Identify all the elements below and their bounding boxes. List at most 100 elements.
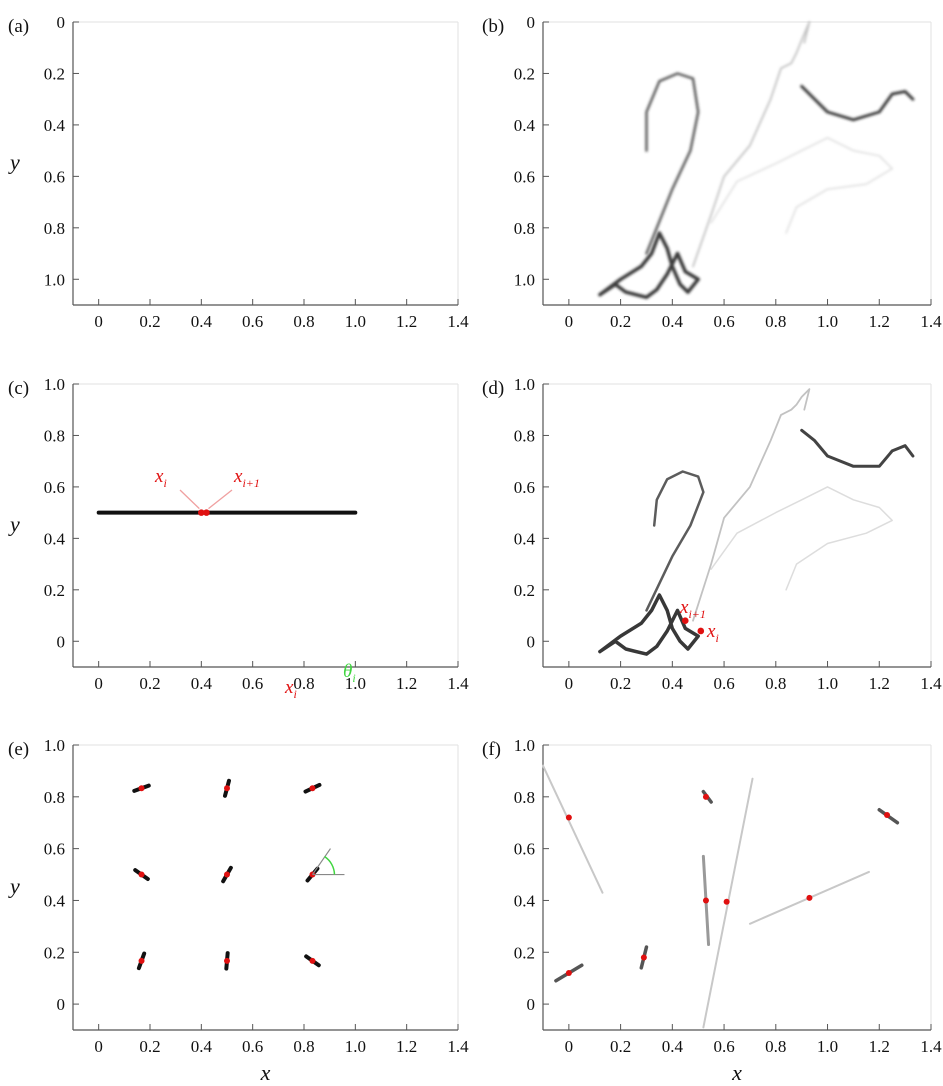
y-tick-label: 1.0 xyxy=(514,736,535,755)
y-tick-label: 0.4 xyxy=(44,529,66,548)
marker-point-1 xyxy=(681,617,689,624)
center-point-2 xyxy=(224,785,230,792)
x-tick-label: 0.4 xyxy=(191,1037,213,1056)
x-tick-label: 1.0 xyxy=(345,312,366,331)
x-tick-label: 0.8 xyxy=(293,312,314,331)
y-tick-label: 1.0 xyxy=(44,736,65,755)
x-tick-label: 1.2 xyxy=(396,674,417,693)
center-point-8 xyxy=(224,957,230,964)
series-line-1 xyxy=(598,593,700,656)
y-tick-label: 0 xyxy=(527,995,536,1014)
annotation-xi: xi xyxy=(284,677,297,701)
x-tick-label: 0.8 xyxy=(765,674,786,693)
panel-label: (e) xyxy=(8,739,29,760)
x-tick-label: 0.8 xyxy=(293,674,314,693)
y-axis-label: y xyxy=(8,150,20,175)
leader-line xyxy=(179,489,200,510)
series-line-1 xyxy=(598,231,700,300)
annotation-xi1: xi+1 xyxy=(679,597,706,621)
x-tick-label: 1.0 xyxy=(817,1037,838,1056)
x-tick-label: 1.2 xyxy=(396,312,417,331)
center-point-1 xyxy=(138,785,145,792)
y-tick-label: 0.4 xyxy=(514,891,536,910)
x-tick-label: 1.4 xyxy=(920,1037,942,1056)
panel-c: 0 0.2 0.4 0.6 0.8 1.0 1.2 1.4 0 0.2 0.4 0.6 0.8 1.0 (c… xyxy=(8,375,469,693)
x-tick-label: 1.2 xyxy=(869,312,890,331)
center-point-5 xyxy=(224,871,230,878)
y-tick-label: 0.2 xyxy=(514,943,535,962)
y-tick-label: 1.0 xyxy=(44,270,65,289)
annotation-theta: θi xyxy=(343,661,356,685)
y-tick-label: 0.2 xyxy=(514,581,535,600)
angle-arc xyxy=(324,855,336,875)
direction-line xyxy=(311,848,331,875)
panel-d: 0 0.2 0.4 0.6 0.8 1.0 1.2 1.4 0 0.2 0.4 0.6 0.8 1.0 (d… xyxy=(482,375,942,693)
panel-label: (d) xyxy=(482,378,504,399)
marker-point-2 xyxy=(697,627,705,635)
x-tick-label: 0.2 xyxy=(139,1037,160,1056)
orientation-segment-1 xyxy=(542,764,604,894)
x-tick-label: 0.8 xyxy=(765,312,786,331)
x-tick-label: 0.6 xyxy=(713,1037,734,1056)
x-tick-label: 0.2 xyxy=(610,674,631,693)
y-tick-label: 0.8 xyxy=(44,219,65,238)
x-tick-label: 1.4 xyxy=(920,312,942,331)
y-tick-label: 0.8 xyxy=(514,219,535,238)
panel-a: 0 0.2 0.4 0.6 0.8 1.0 1.2 1.4 0 0.2 0.4 0.6 0.8 1.0 (a… xyxy=(8,13,469,331)
x-tick-label: 0.2 xyxy=(610,1037,631,1056)
x-tick-label: 0.4 xyxy=(662,1037,684,1056)
x-tick-label: 0 xyxy=(565,1037,574,1056)
center-point-6 xyxy=(723,898,730,905)
x-tick-label: 1.2 xyxy=(396,1037,417,1056)
x-tick-label: 0 xyxy=(565,312,574,331)
x-tick-label: 1.4 xyxy=(447,674,469,693)
y-axis-label: y xyxy=(8,512,20,537)
marker-point-1 xyxy=(198,509,205,516)
x-tick-label: 0 xyxy=(94,312,103,331)
series-line-4 xyxy=(800,84,915,122)
x-tick-label: 1.0 xyxy=(345,1037,366,1056)
x-tick-label: 1.0 xyxy=(817,674,838,693)
series-line-4 xyxy=(800,428,915,468)
y-tick-label: 0.2 xyxy=(44,581,65,600)
center-point-4 xyxy=(138,871,145,878)
center-point-2 xyxy=(565,970,572,976)
x-tick-label: 0.8 xyxy=(765,1037,786,1056)
center-point-8 xyxy=(884,811,891,818)
x-axis-label: x xyxy=(731,1060,742,1085)
panel-label: (b) xyxy=(482,16,504,37)
y-tick-label: 0.2 xyxy=(44,64,65,83)
y-tick-label: 0.6 xyxy=(44,478,65,497)
series-line-3 xyxy=(692,21,811,268)
x-tick-label: 0.2 xyxy=(610,312,631,331)
center-point-1 xyxy=(565,814,572,821)
y-axis-label: y xyxy=(8,874,20,899)
x-tick-label: 1.4 xyxy=(447,1037,469,1056)
x-tick-label: 0.6 xyxy=(242,674,263,693)
panel-b: 0 0.2 0.4 0.6 0.8 1.0 1.2 1.4 0 0.2 0.4 0.6 0.8 1.0 (b… xyxy=(482,13,942,331)
y-tick-label: 0.6 xyxy=(514,840,535,859)
panel-f: 0 0.2 0.4 0.6 0.8 1.0 1.2 1.4 0 0.2 0.4 0.6 0.8 1.0 (f… xyxy=(482,736,942,1085)
x-tick-label: 1.4 xyxy=(920,674,942,693)
panel-label: (a) xyxy=(8,16,29,37)
y-tick-label: 0 xyxy=(57,995,66,1014)
center-point-7 xyxy=(806,894,813,901)
center-point-3 xyxy=(309,785,316,792)
x-tick-label: 1.0 xyxy=(817,312,838,331)
center-point-7 xyxy=(138,957,145,964)
x-tick-label: 1.2 xyxy=(869,674,890,693)
y-tick-label: 0.6 xyxy=(44,167,65,186)
x-tick-label: 0.4 xyxy=(662,312,684,331)
y-tick-label: 0 xyxy=(57,13,66,32)
center-point-5 xyxy=(702,897,709,904)
x-tick-label: 0.6 xyxy=(242,1037,263,1056)
x-tick-label: 0.4 xyxy=(191,674,213,693)
center-point-4 xyxy=(702,793,709,800)
x-axis-label: x xyxy=(260,1060,271,1085)
annotation-xi: xi xyxy=(706,621,719,645)
y-tick-label: 0.4 xyxy=(44,116,66,135)
x-tick-label: 0.6 xyxy=(242,312,263,331)
annotation-xi: xi xyxy=(154,466,167,490)
x-tick-label: 0.4 xyxy=(191,312,213,331)
